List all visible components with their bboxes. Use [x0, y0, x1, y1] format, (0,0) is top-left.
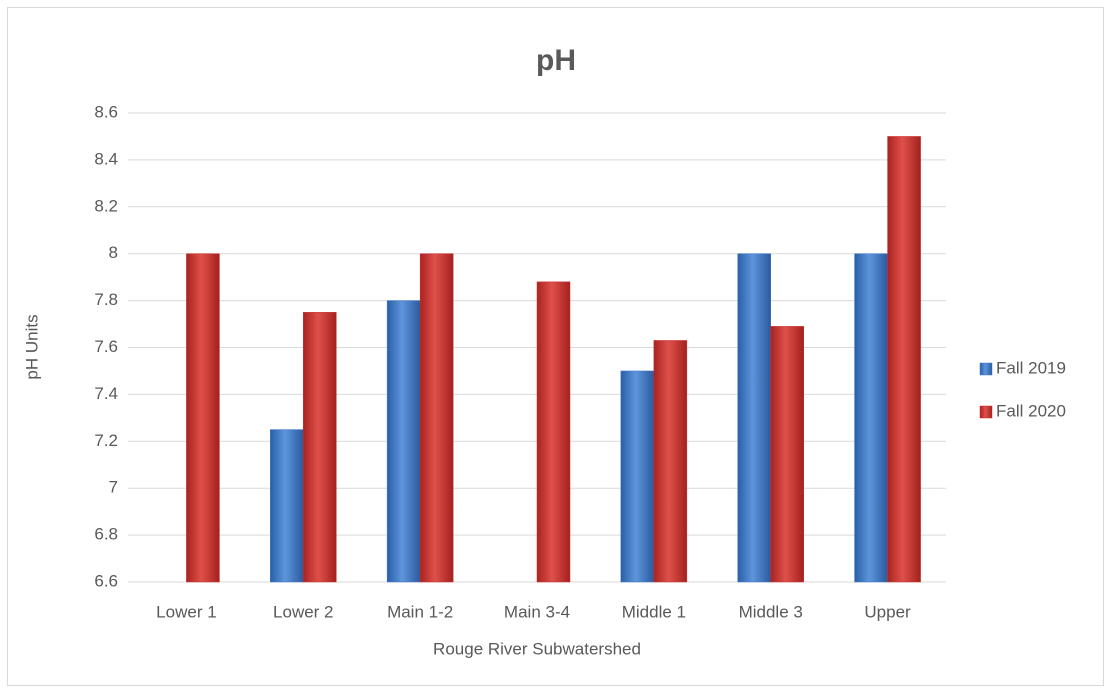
bar — [386, 300, 421, 583]
bar — [653, 340, 688, 583]
bar — [419, 253, 454, 583]
x-axis-label: Rouge River Subwatershed — [433, 639, 641, 658]
y-tick-label: 6.8 — [94, 525, 118, 544]
y-tick-label: 8.6 — [94, 102, 118, 121]
y-tick-label: 7.8 — [94, 290, 118, 309]
y-tick-label: 7 — [109, 478, 118, 497]
legend-label: Fall 2019 — [996, 358, 1066, 377]
chart-title: pH — [536, 44, 576, 77]
y-tick-label: 8 — [109, 243, 118, 262]
legend-label: Fall 2020 — [996, 401, 1066, 420]
x-tick-label: Middle 1 — [622, 602, 686, 621]
y-tick-label: 8.2 — [94, 196, 118, 215]
y-tick-label: 7.4 — [94, 384, 118, 403]
x-tick-label: Lower 2 — [273, 602, 333, 621]
bar — [620, 370, 655, 583]
bar — [854, 253, 888, 583]
y-tick-label: 7.2 — [94, 431, 118, 450]
x-tick-label: Middle 3 — [739, 602, 803, 621]
x-tick-label: Lower 1 — [156, 602, 216, 621]
x-tick-label: Upper — [864, 602, 911, 621]
bar — [270, 429, 304, 583]
x-tick-label: Main 1-2 — [387, 602, 453, 621]
y-tick-label: 6.6 — [94, 571, 118, 590]
y-tick-label: 8.4 — [94, 149, 118, 168]
x-tick-label: Main 3-4 — [504, 602, 570, 621]
legend-marker — [979, 362, 993, 376]
y-axis-label: pH Units — [22, 314, 41, 379]
bar — [536, 281, 571, 583]
bar — [737, 253, 771, 583]
legend-marker — [979, 405, 993, 419]
bar — [303, 312, 337, 583]
bar — [887, 136, 921, 583]
bar — [186, 253, 220, 583]
bar — [770, 326, 804, 583]
y-tick-label: 7.6 — [94, 337, 118, 356]
